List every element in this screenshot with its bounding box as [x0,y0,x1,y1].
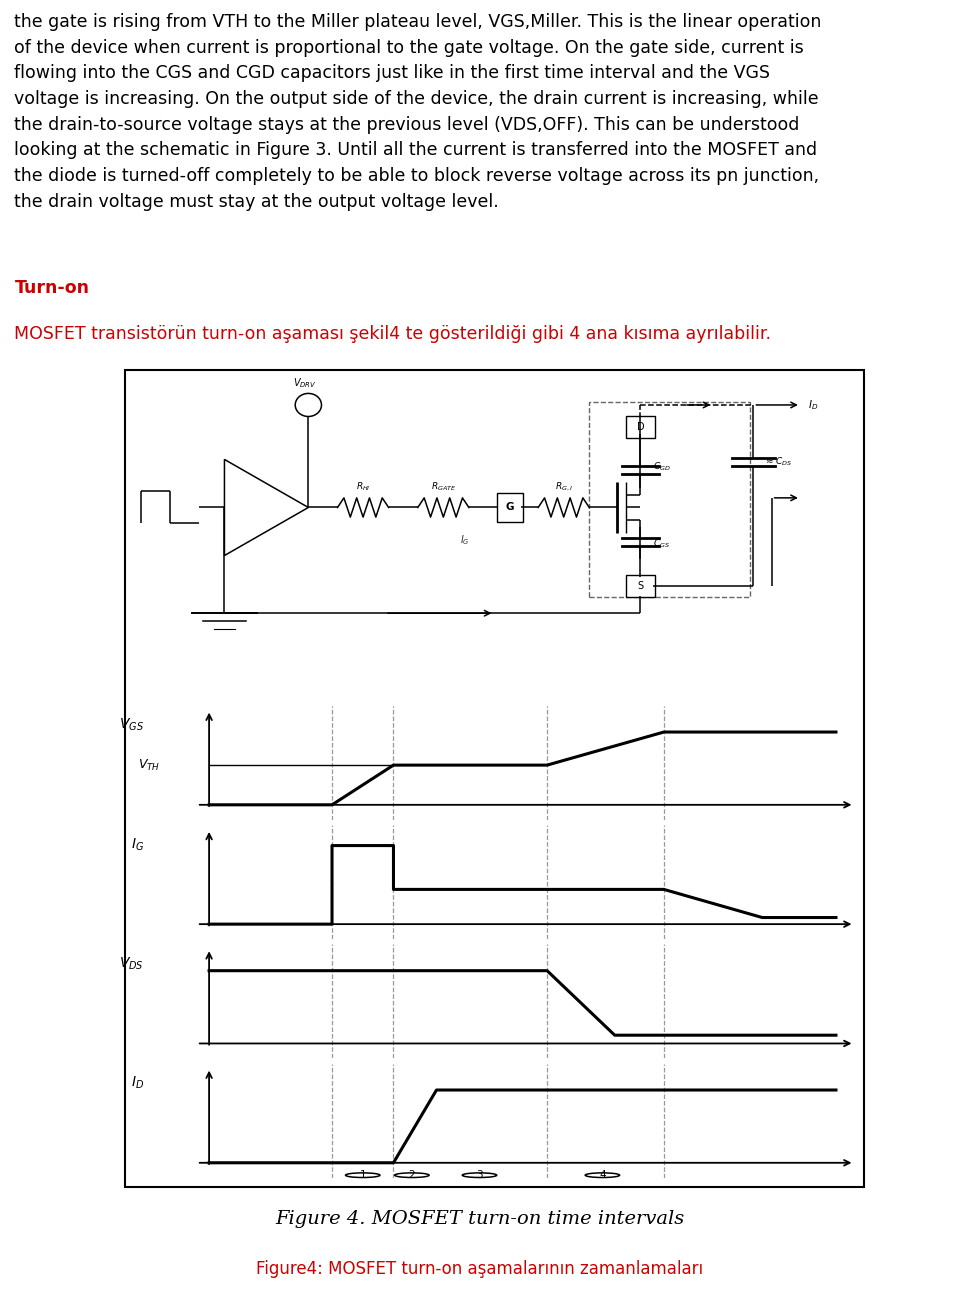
Text: 3: 3 [476,1170,483,1180]
Text: G: G [506,502,514,512]
Text: Figure4: MOSFET turn-on aşamalarının zamanlamaları: Figure4: MOSFET turn-on aşamalarının zam… [256,1261,704,1278]
Bar [589,402,750,597]
Text: Turn-on: Turn-on [14,279,89,297]
Text: $I_G$: $I_G$ [461,533,470,546]
Text: $I_G$: $I_G$ [131,837,144,852]
Text: $C_{GS}$: $C_{GS}$ [654,538,670,550]
Text: 4: 4 [599,1170,606,1180]
Text: $I_D$: $I_D$ [808,398,819,412]
FancyBboxPatch shape [626,576,655,597]
Text: $C_{GD}$: $C_{GD}$ [654,460,671,473]
Text: $\approx C_{DS}$: $\approx C_{DS}$ [764,455,792,468]
FancyBboxPatch shape [496,493,523,521]
Text: S: S [637,581,643,591]
Text: $R_{G,I}$: $R_{G,I}$ [555,480,573,493]
Text: $V_{DS}$: $V_{DS}$ [119,956,144,971]
Text: 2: 2 [409,1170,416,1180]
FancyBboxPatch shape [626,416,655,438]
Text: MOSFET transistörün turn-on aşaması şekil4 te gösterildiği gibi 4 ana kısıma ayr: MOSFET transistörün turn-on aşaması şeki… [14,326,772,344]
Text: Figure 4. MOSFET turn-on time intervals: Figure 4. MOSFET turn-on time intervals [276,1210,684,1227]
Text: $V_{DRV}$: $V_{DRV}$ [293,376,317,390]
Text: $I_D$: $I_D$ [132,1075,144,1091]
Text: the gate is rising from VTH to the Miller plateau level, VGS,Miller. This is the: the gate is rising from VTH to the Mille… [14,13,822,211]
Text: $V_{GS}$: $V_{GS}$ [119,717,144,733]
Text: $V_{TH}$: $V_{TH}$ [137,757,160,773]
Text: $R_{GATE}$: $R_{GATE}$ [431,480,456,493]
Text: 1: 1 [359,1170,366,1180]
Text: D: D [636,423,644,432]
Text: $R_{HI}$: $R_{HI}$ [356,480,371,493]
